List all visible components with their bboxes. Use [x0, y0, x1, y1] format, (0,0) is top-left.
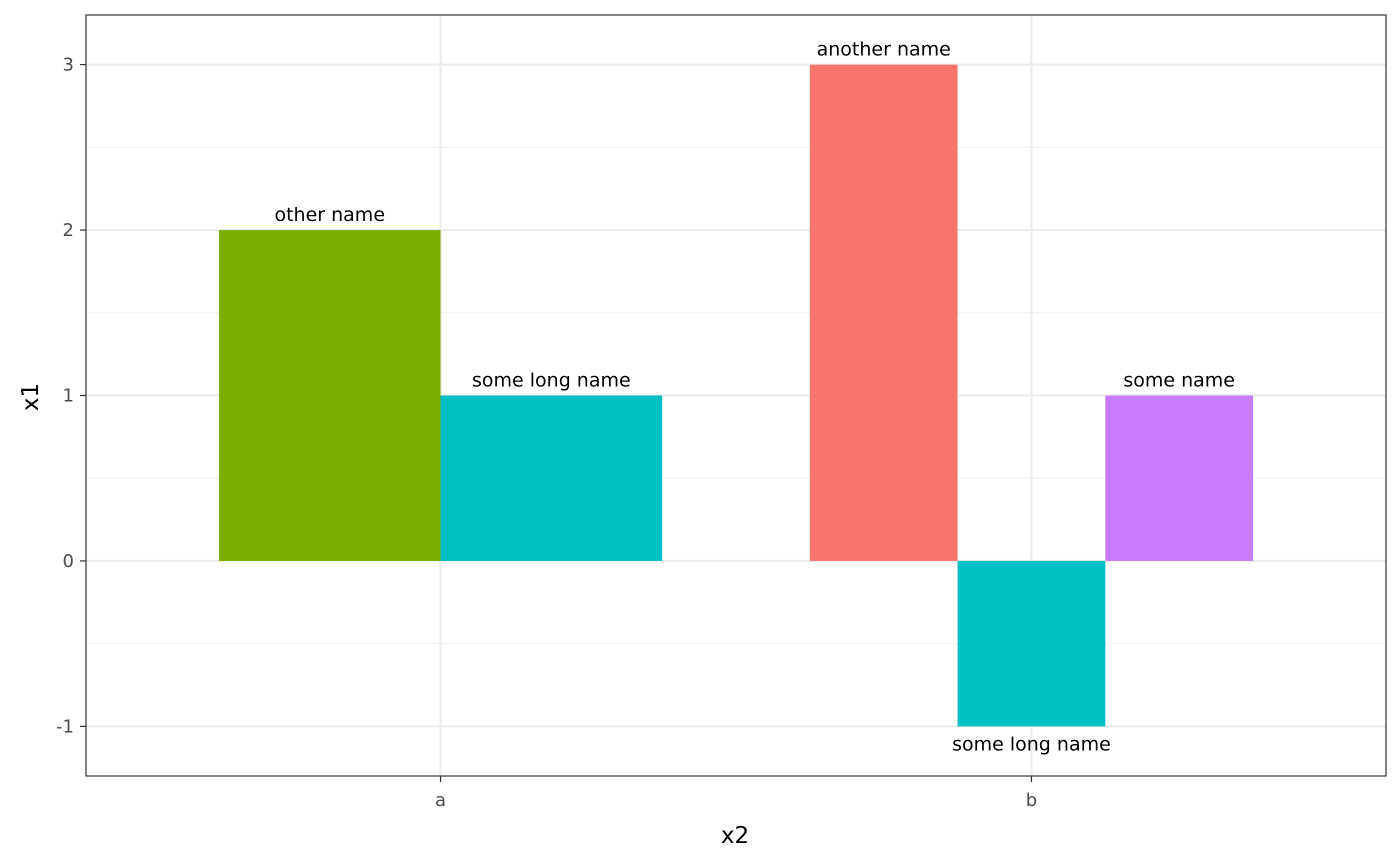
y-axis-title: x1: [18, 383, 44, 411]
bar: [809, 64, 958, 561]
y-tick-label: 0: [63, 551, 74, 572]
bar-labels: other name some long name another name some…: [274, 39, 1235, 756]
y-tick-label: 1: [63, 386, 74, 407]
x-tick-label: a: [435, 790, 446, 811]
data-label: other name: [274, 204, 385, 226]
x-tick-label: b: [1026, 790, 1037, 811]
bars: [218, 64, 1254, 727]
axes: -1 0 1 2 3 a b: [56, 55, 1037, 811]
x-axis-title: x2: [721, 823, 749, 849]
data-label: another name: [817, 39, 951, 61]
y-tick-label: 2: [63, 220, 74, 241]
data-label: some long name: [472, 370, 631, 392]
y-tick-label: -1: [56, 716, 74, 737]
bar: [440, 395, 663, 561]
data-label: some long name: [952, 733, 1111, 755]
data-label: some name: [1123, 370, 1235, 392]
bar: [218, 230, 441, 561]
bar: [957, 560, 1106, 727]
y-tick-label: 3: [63, 55, 74, 76]
bar: [1105, 395, 1254, 561]
